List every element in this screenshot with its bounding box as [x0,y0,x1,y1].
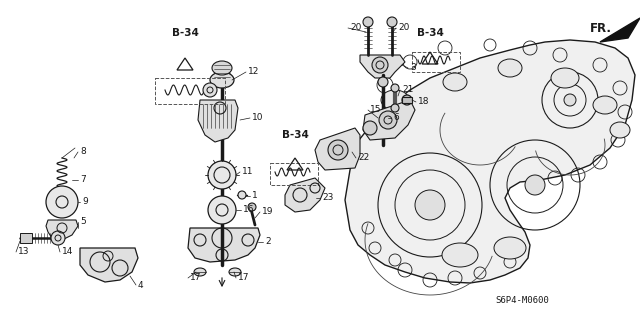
Text: 17: 17 [190,274,202,283]
Polygon shape [80,248,138,282]
Polygon shape [402,97,412,103]
Circle shape [46,186,78,218]
Text: 5: 5 [80,218,86,227]
Text: 6: 6 [393,114,399,123]
Bar [412,52,460,72]
Text: B-34: B-34 [172,28,198,38]
Circle shape [208,196,236,224]
Circle shape [387,17,397,27]
Text: 17: 17 [238,274,250,283]
Text: 7: 7 [80,175,86,185]
Text: 21: 21 [402,85,413,94]
Text: 8: 8 [80,148,86,156]
Circle shape [363,17,373,27]
Circle shape [402,95,412,105]
Text: 23: 23 [322,194,333,203]
Circle shape [391,104,399,112]
Text: 14: 14 [62,247,74,257]
Ellipse shape [593,96,617,114]
Polygon shape [285,178,325,212]
Text: 13: 13 [18,247,29,257]
Bar [270,163,318,185]
Polygon shape [20,233,32,243]
Text: 22: 22 [358,154,369,163]
Circle shape [238,191,246,199]
Text: 16: 16 [243,205,255,214]
Ellipse shape [610,122,630,138]
Text: 20: 20 [398,23,410,33]
Circle shape [378,77,388,87]
Ellipse shape [381,90,409,110]
Polygon shape [46,220,78,240]
Circle shape [379,111,397,129]
Circle shape [363,121,377,135]
Text: 9: 9 [82,197,88,206]
Polygon shape [345,40,635,283]
Polygon shape [600,18,640,42]
Text: FR.: FR. [590,22,612,35]
Text: 1: 1 [252,191,258,201]
Text: 2: 2 [265,237,271,246]
Text: 18: 18 [418,98,429,107]
Polygon shape [198,100,238,142]
Ellipse shape [498,59,522,77]
Text: 15: 15 [370,106,381,115]
Text: 20: 20 [350,23,362,33]
Circle shape [415,190,445,220]
Text: B-34: B-34 [282,130,308,140]
Circle shape [564,94,576,106]
Circle shape [248,203,256,211]
Polygon shape [363,100,415,140]
Text: S6P4-M0600: S6P4-M0600 [495,296,548,305]
Ellipse shape [212,61,232,75]
Circle shape [208,161,236,189]
Text: B-34: B-34 [417,28,444,38]
Circle shape [391,84,399,92]
Text: 12: 12 [248,68,259,76]
Circle shape [525,175,545,195]
Polygon shape [315,128,360,170]
Text: 11: 11 [242,167,253,177]
Polygon shape [360,55,405,78]
Text: 3: 3 [410,63,416,73]
Ellipse shape [443,73,467,91]
Ellipse shape [194,268,206,276]
Ellipse shape [210,72,234,88]
Ellipse shape [229,268,241,276]
Circle shape [372,57,388,73]
Ellipse shape [494,237,526,259]
Ellipse shape [442,243,478,267]
Polygon shape [188,228,260,262]
Circle shape [328,140,348,160]
Text: 4: 4 [138,281,143,290]
Text: 19: 19 [262,207,273,217]
Circle shape [51,231,65,245]
Ellipse shape [551,68,579,88]
Circle shape [203,83,217,97]
Bar [155,78,225,104]
Text: 10: 10 [252,114,264,123]
